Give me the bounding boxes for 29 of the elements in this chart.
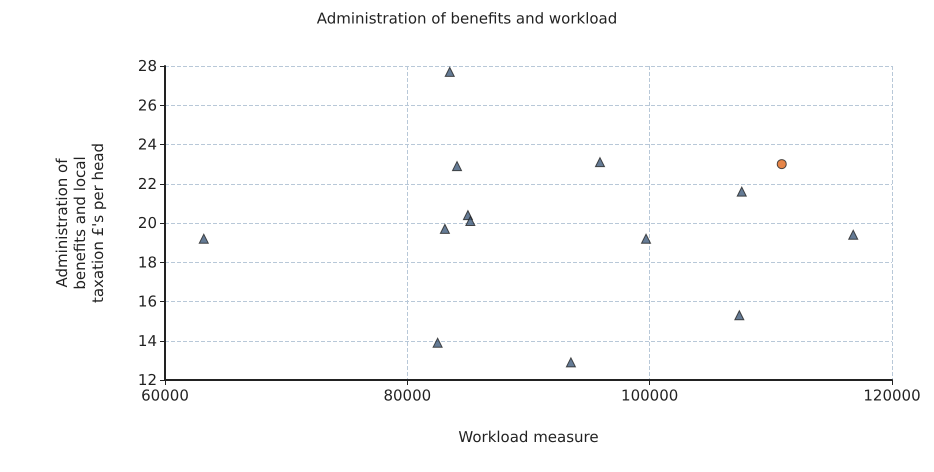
y-tick-label: 18 <box>138 253 157 272</box>
point <box>432 338 443 348</box>
point <box>452 161 462 172</box>
point <box>444 66 455 77</box>
y-axis-title: Administration of benefits and local taxation £'s per head <box>53 142 107 304</box>
point <box>734 310 744 320</box>
y-tick-label: 26 <box>138 96 157 114</box>
point <box>566 357 576 368</box>
y-tick-label: 28 <box>138 57 157 75</box>
point <box>736 186 747 197</box>
point <box>594 157 605 168</box>
point <box>198 234 209 244</box>
y-tick-label: 20 <box>138 214 157 232</box>
x-tick-label: 80000 <box>383 386 432 404</box>
x-tick-label: 120000 <box>863 386 921 404</box>
point <box>641 234 652 244</box>
y-tick-label: 12 <box>138 371 157 389</box>
point <box>440 224 450 234</box>
chart-title: Administration of benefits and workload <box>316 10 618 28</box>
y-tick-label: 14 <box>138 332 157 350</box>
point <box>776 159 787 170</box>
point <box>465 216 476 226</box>
y-tick-label: 16 <box>138 292 157 310</box>
x-axis-title: Workload measure <box>458 428 599 446</box>
x-tick-label: 60000 <box>141 386 189 404</box>
x-tick-label: 100000 <box>621 386 678 404</box>
point <box>848 230 858 240</box>
y-tick-label: 24 <box>138 136 157 154</box>
y-tick-label: 22 <box>138 174 157 193</box>
